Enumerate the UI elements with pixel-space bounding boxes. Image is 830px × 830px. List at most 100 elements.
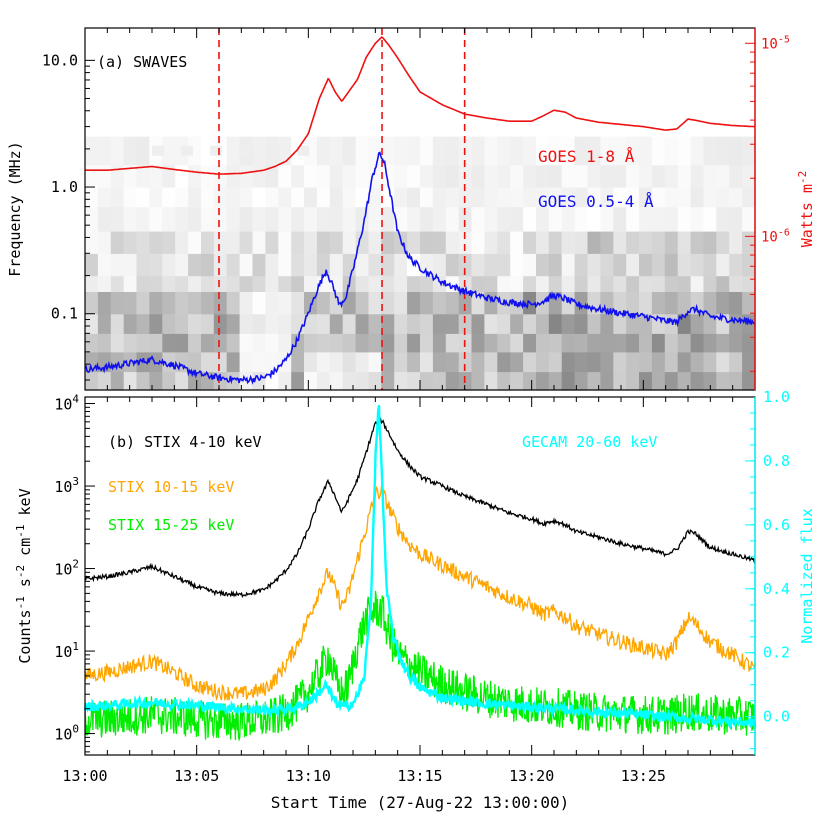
spectrogram-cell (342, 333, 357, 353)
spectrogram-cell (445, 371, 460, 391)
spectrogram-cell (329, 313, 344, 334)
spectrogram-cell (201, 313, 215, 334)
spectrogram-cell (510, 253, 524, 277)
spectrogram-cell (123, 206, 138, 232)
spectrogram-cell (626, 164, 640, 188)
spectrogram-cell (201, 253, 215, 277)
spectrogram-cell (703, 206, 717, 232)
panel-a-ylabel: Frequency (MHz) (6, 141, 24, 276)
spectrogram-cell (188, 313, 202, 334)
spectrogram-cell (664, 231, 679, 254)
spectrogram-cell (162, 253, 176, 277)
spectrogram-cell (690, 206, 705, 232)
spectrogram-cell (316, 333, 331, 353)
spectrogram-cell (97, 164, 112, 188)
spectrogram-cell (226, 275, 241, 292)
panel-b-ticks: 100 101 102 103 104 0.0 0.2 0.4 0.6 0.8 1.0 (54, 388, 790, 753)
spectrogram-cell (188, 136, 202, 166)
spectrogram-cell (252, 351, 266, 373)
spectrogram-cell (265, 351, 279, 373)
spectrogram-cell (729, 291, 743, 315)
spectrogram-cell (110, 291, 125, 315)
spectrogram-cell (664, 275, 679, 292)
spectrogram-cell (716, 164, 730, 188)
spectrogram-cell (639, 371, 653, 391)
spectrogram-cell (123, 333, 138, 353)
spectrogram-cell (368, 275, 382, 292)
spectrogram-cell (329, 371, 344, 391)
spectrogram-cell (639, 333, 653, 353)
spectrogram-cell (420, 136, 434, 166)
spectrogram-cell (626, 351, 640, 373)
spectrogram-cell (136, 136, 150, 166)
spectrogram-cell (97, 275, 112, 292)
spectrogram-cell (85, 333, 99, 353)
spectrogram-cell (561, 291, 576, 315)
spectrogram-cell (226, 136, 241, 166)
spectrogram-cell (613, 351, 627, 373)
spectrogram-cell (548, 206, 563, 232)
spectrogram-cell (342, 291, 357, 315)
spectrogram-cell (613, 164, 627, 188)
spectrogram-cell (213, 206, 228, 232)
spectrogram-cell (342, 371, 357, 391)
spectrogram-cell (651, 351, 666, 373)
spectrogram-cell (445, 206, 460, 232)
spectrogram-cell (110, 187, 125, 208)
spectrogram-cell (742, 333, 756, 353)
spectrogram-cell (664, 136, 679, 166)
spectrogram-cell (201, 164, 215, 188)
spectrogram-cell (458, 206, 473, 232)
spectrogram-cell (265, 231, 279, 254)
spectrogram-cell (252, 164, 266, 188)
spectrogram-cell (239, 231, 254, 254)
spectrogram-cell (729, 351, 743, 373)
spectrogram-cell (123, 313, 138, 334)
spectrogram-cell (316, 136, 331, 166)
spectrogram-cell (523, 231, 537, 254)
spectrogram-cell (239, 333, 254, 353)
spectrogram-cell (729, 253, 743, 277)
spectrogram-cell (497, 206, 511, 232)
spectrogram-cell (355, 231, 370, 254)
spectrogram-cell (407, 164, 421, 188)
spectrogram-cell (484, 351, 498, 373)
spectrogram-cell (268, 145, 281, 156)
spectrogram-cell (458, 253, 473, 277)
spectrogram-cell (239, 351, 254, 373)
spectrogram-cell (651, 231, 666, 254)
spectrogram-cell (239, 291, 254, 315)
spectrogram-cell (162, 231, 176, 254)
spectrogram-cell (677, 164, 692, 188)
spectrogram-cell (471, 231, 485, 254)
spectrogram-cell (536, 313, 550, 334)
spectrogram-cell (716, 291, 730, 315)
spectrogram-cell (548, 231, 563, 254)
spectrogram-cell (651, 253, 666, 277)
x-axis-label: Start Time (27-Aug-22 13:00:00) (271, 793, 570, 812)
spectrogram-cell (316, 275, 331, 292)
y-tick-label: 104 (54, 393, 79, 414)
spectrogram-cell (213, 333, 228, 353)
spectrogram-cell (548, 187, 563, 208)
spectrogram-cell (188, 275, 202, 292)
spectrogram-cell (600, 253, 614, 277)
y2-tick-label: 10-5 (761, 34, 790, 52)
spectrogram-cell (690, 275, 705, 292)
spectrogram-cell (561, 351, 576, 373)
spectrogram-cell (523, 313, 537, 334)
spectrogram-cell (510, 231, 524, 254)
spectrogram-cell (85, 206, 99, 232)
spectrogram-cell (613, 231, 627, 254)
spectrogram-cell (703, 187, 717, 208)
spectrogram-cell (304, 164, 318, 188)
spectrogram-cell (613, 291, 627, 315)
spectrogram-cell (484, 253, 498, 277)
spectrogram-cell (213, 351, 228, 373)
legend-stix-10-15: STIX 10-15 keV (108, 478, 234, 496)
spectrogram-cell (677, 136, 692, 166)
spectrogram-cell (561, 206, 576, 232)
spectrogram-cell (574, 333, 589, 353)
spectrogram-cell (355, 136, 370, 166)
